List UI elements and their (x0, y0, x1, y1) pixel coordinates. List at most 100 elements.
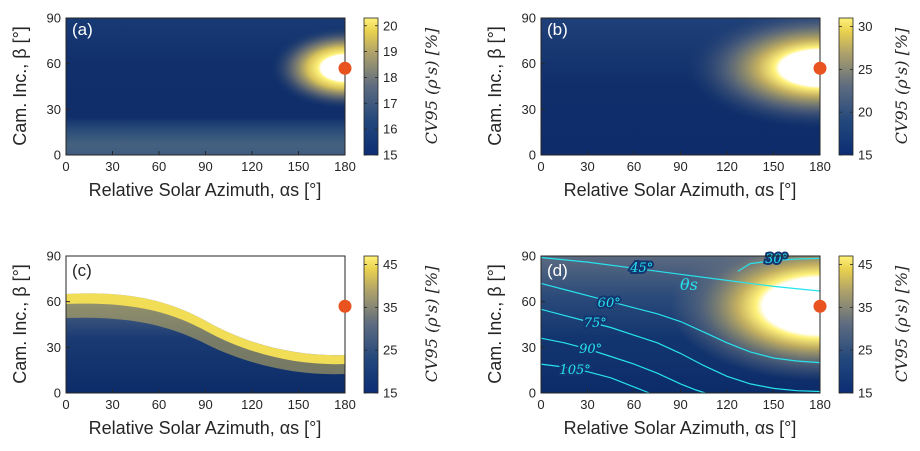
x-tick-label: 30 (105, 159, 119, 174)
y-tick-label: 60 (47, 294, 61, 309)
x-tick-label: 0 (62, 397, 69, 412)
x-tick-label: 180 (809, 159, 831, 174)
y-tick-label: 90 (47, 249, 61, 264)
x-axis-label-a: Relative Solar Azimuth, αs [°] (89, 180, 322, 200)
y-tick-label: 60 (522, 56, 536, 71)
x-tick-label: 120 (241, 159, 263, 174)
contour-label: 90° (579, 342, 602, 357)
y-tick-label: 30 (47, 340, 61, 355)
y-tick-label: 30 (522, 102, 536, 117)
x-tick-label: 0 (62, 159, 69, 174)
heatmap-plot-area-c (65, 255, 346, 394)
colorbar-tick-label: 15 (383, 386, 397, 401)
panel-c: (c) 0 30 60 90 120 150 180 0 30 60 90 15 25 35 45 CV9… (10, 249, 441, 439)
x-tick-label: 180 (809, 397, 831, 412)
panel-d: 30°45°60°75°90°105° (d) θs 0 30 60 90 120 150… (485, 249, 911, 439)
heatmap-plot-area-d: 30° 45° 60° 75° 90° 105° (540, 250, 821, 394)
x-tick-label: 60 (152, 159, 166, 174)
x-tick-label: 30 (580, 397, 594, 412)
colorbar-tick-label: 45 (383, 257, 397, 272)
panel-label-a: (a) (72, 20, 93, 39)
sensor-marker (813, 61, 827, 75)
y-axis-label-a: Cam. Inc., β [°] (10, 26, 30, 146)
contour-label: 30° (765, 252, 788, 267)
colorbar-tick-label: 30 (858, 19, 872, 34)
y-tick-label: 30 (522, 340, 536, 355)
colorbar-label-d: CV95 (ρ's) [%] (892, 265, 911, 382)
colorbar-tick-label: 20 (858, 105, 872, 120)
panel-label-c: (c) (72, 261, 92, 280)
x-tick-label: 120 (716, 397, 738, 412)
colorbar-tick-label: 15 (858, 386, 872, 401)
y-tick-label: 0 (529, 386, 536, 401)
y-tick-label: 60 (47, 56, 61, 71)
colorbar-tick-label: 35 (858, 300, 872, 315)
x-tick-label: 150 (763, 159, 785, 174)
x-tick-label: 60 (627, 159, 641, 174)
x-axis-label-d: Relative Solar Azimuth, αs [°] (564, 418, 797, 438)
heatmap-plot-area-a (65, 17, 346, 156)
colorbar-d (838, 255, 854, 394)
colorbar-tick-label: 45 (858, 257, 872, 272)
contour-line (541, 363, 650, 393)
contour-line (541, 256, 820, 292)
y-axis-label-b: Cam. Inc., β [°] (485, 26, 505, 146)
panel-label-d: (d) (547, 261, 568, 280)
colorbar-tick-label: 25 (383, 343, 397, 358)
x-tick-label: 90 (198, 397, 212, 412)
y-tick-label: 60 (522, 294, 536, 309)
colorbar-tick-label: 25 (858, 343, 872, 358)
x-tick-label: 60 (627, 397, 641, 412)
colorbar-a (363, 17, 379, 156)
y-tick-label: 90 (522, 249, 536, 264)
x-tick-label: 90 (673, 159, 687, 174)
contour-label: 75° (584, 316, 607, 331)
y-tick-label: 0 (529, 148, 536, 163)
y-tick-label: 0 (54, 148, 61, 163)
x-tick-label: 150 (288, 397, 310, 412)
contour-series-label-d: θs (680, 275, 698, 294)
contour-line (737, 257, 820, 272)
contour-label: 45° (629, 261, 653, 276)
colorbar-tick-label: 20 (383, 18, 397, 33)
sensor-marker (338, 299, 352, 313)
sensor-marker (813, 299, 827, 313)
y-tick-label: 90 (522, 11, 536, 26)
x-tick-label: 0 (537, 397, 544, 412)
colorbar-tick-label: 17 (383, 96, 397, 111)
heatmap-plot-area-b (540, 17, 821, 156)
contour-label: 105° (559, 363, 590, 378)
colorbar-label-b: CV95 (ρ's) [%] (892, 27, 911, 144)
colorbar-tick-label: 25 (858, 62, 872, 77)
sensor-marker (338, 61, 352, 75)
x-tick-label: 90 (673, 397, 687, 412)
x-tick-label: 30 (580, 159, 594, 174)
x-tick-label: 120 (241, 397, 263, 412)
colorbar-tick-label: 15 (858, 148, 872, 163)
x-tick-label: 150 (288, 159, 310, 174)
colorbar-tick-label: 15 (383, 148, 397, 163)
contour-label: 60° (598, 296, 621, 311)
x-tick-label: 180 (334, 159, 356, 174)
colorbar-label-a: CV95 (ρ's) [%] (422, 27, 441, 144)
x-tick-label: 0 (537, 159, 544, 174)
x-tick-label: 120 (716, 159, 738, 174)
y-axis-label-d: Cam. Inc., β [°] (485, 264, 505, 384)
colorbar-tick-label: 35 (383, 300, 397, 315)
panel-a: (a) 0 30 60 90 120 150 180 0 30 60 90 15 16 17 18 19 20… (10, 11, 441, 201)
y-tick-label: 30 (47, 102, 61, 117)
y-tick-label: 90 (47, 11, 61, 26)
colorbar-b (838, 17, 854, 156)
x-tick-label: 60 (152, 397, 166, 412)
panel-label-b: (b) (547, 20, 568, 39)
colorbar-label-c: CV95 (ρ's) [%] (422, 265, 441, 382)
x-tick-label: 180 (334, 397, 356, 412)
x-axis-label-b: Relative Solar Azimuth, αs [°] (564, 180, 797, 200)
colorbar-tick-label: 16 (383, 122, 397, 137)
y-axis-label-c: Cam. Inc., β [°] (10, 264, 30, 384)
contour-line (541, 337, 706, 393)
x-axis-label-c: Relative Solar Azimuth, αs [°] (89, 418, 322, 438)
x-tick-label: 30 (105, 397, 119, 412)
x-tick-label: 150 (763, 397, 785, 412)
